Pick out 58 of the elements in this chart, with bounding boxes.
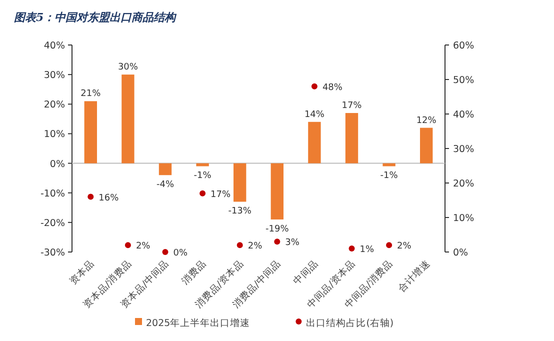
bar: [158, 163, 172, 176]
point: [88, 194, 94, 200]
y-tick-label: 20%: [44, 100, 65, 111]
legend-label: 出口结构占比(右轴): [306, 317, 394, 329]
data-label: 17%: [210, 190, 231, 200]
point: [162, 249, 168, 255]
bar: [122, 74, 134, 164]
y-tick-label: 40%: [44, 40, 65, 52]
data-label: 0%: [173, 248, 188, 258]
data-label: 16%: [98, 193, 120, 204]
chart-title: 图表5：中国对东盟出口商品结构: [14, 11, 178, 24]
data-label: 14%: [304, 110, 325, 120]
point: [386, 242, 392, 248]
bar: [234, 163, 246, 202]
point: [311, 83, 318, 90]
y2-tick-label: 60%: [453, 40, 474, 52]
point: [124, 242, 131, 248]
x-tick-label: 中间品: [290, 258, 321, 288]
data-label: -4%: [156, 180, 174, 190]
bar: [308, 122, 321, 164]
point: [200, 190, 206, 196]
bar: [420, 128, 433, 164]
y-tick-label: -30%: [40, 248, 65, 258]
x-tick-label: 消费品: [178, 258, 209, 288]
data-label: 2%: [248, 242, 263, 252]
bar: [270, 163, 284, 220]
y2-tick-label: 30%: [453, 144, 474, 155]
y-tick-label: 30%: [44, 70, 65, 82]
legend-label: 2025年上半年出口增速: [146, 317, 250, 329]
data-label: -19%: [266, 224, 290, 234]
data-label: -1%: [380, 171, 398, 182]
x-tick-label: 资本品: [67, 258, 97, 288]
x-tick-label: 合计增速: [396, 258, 432, 294]
point: [274, 238, 280, 245]
bar: [84, 101, 97, 164]
data-label: 30%: [118, 62, 138, 73]
point: [236, 242, 243, 248]
data-label: 3%: [285, 238, 300, 248]
bar: [345, 113, 358, 164]
data-label: 12%: [416, 116, 437, 126]
point: [348, 246, 355, 252]
y2-tick-label: 40%: [453, 110, 474, 120]
data-label: -1%: [194, 171, 212, 182]
data-label: 17%: [342, 101, 362, 112]
y-tick-label: -10%: [40, 188, 65, 200]
data-label: 48%: [322, 82, 343, 93]
data-label: -13%: [228, 206, 252, 217]
y-tick-label: -20%: [40, 218, 65, 229]
y2-tick-label: 20%: [453, 178, 474, 190]
y-tick-label: 10%: [44, 129, 65, 140]
data-label: 2%: [136, 242, 151, 252]
y2-tick-label: 50%: [453, 75, 474, 86]
data-label: 21%: [80, 89, 102, 100]
y-tick-label: 0%: [50, 158, 65, 170]
data-label: 2%: [397, 242, 412, 252]
y2-tick-label: 10%: [453, 213, 474, 224]
data-label: 1%: [360, 245, 374, 256]
y2-tick-label: 0%: [453, 248, 468, 258]
